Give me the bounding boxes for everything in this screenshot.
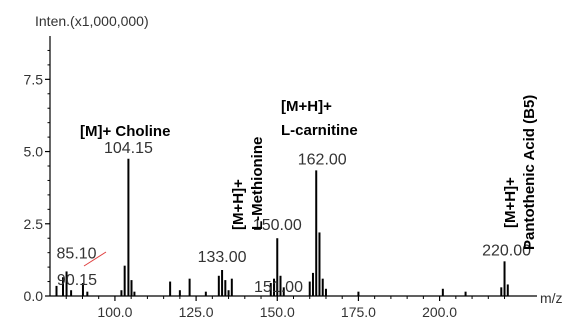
- annotation-carnitine-adduct: [M+H]+: [281, 98, 332, 115]
- y-ticks: 0.0 2.5 5.0 7.5: [24, 49, 50, 304]
- peak-label-pointer: [83, 251, 107, 267]
- x-axis-title: m/z: [540, 290, 563, 306]
- peak-label: 133.00: [198, 249, 247, 266]
- y-tick-label: 7.5: [24, 71, 44, 87]
- peak-label: 104.15: [104, 140, 153, 157]
- x-tick-label: 125.0: [179, 304, 214, 320]
- peak-labels: 104.15 85.10 90.15 133.00 150.00 151.00 162.00…: [57, 140, 532, 296]
- x-ticks: 100.0 125.0 150.0 175.0 200.0: [65, 296, 506, 320]
- y-axis-title: Inten.(x1,000,000): [35, 13, 149, 29]
- x-tick-label: 150.0: [260, 304, 295, 320]
- annotation-choline: [M]+ Choline: [80, 123, 170, 140]
- peak-label: 162.00: [298, 151, 347, 168]
- annotation-b5-adduct: [M+H]+: [502, 177, 519, 228]
- peak-label: 85.10: [57, 245, 97, 262]
- peak-label: 151.00: [254, 279, 303, 296]
- annotation-b5-name: Pantothenic Acid (B5): [521, 95, 538, 250]
- annotation-carnitine-name: L-carnitine: [281, 122, 358, 139]
- y-tick-label: 2.5: [24, 216, 44, 232]
- y-tick-label: 5.0: [24, 144, 44, 160]
- annotation-methionine-adduct: [M+H]+: [230, 179, 247, 230]
- y-tick-label: 0.0: [24, 288, 44, 304]
- peak-label: 150.00: [253, 217, 302, 234]
- x-tick-label: 200.0: [422, 304, 457, 320]
- peak-label: 220.00: [482, 242, 531, 259]
- peak-label: 90.15: [57, 272, 97, 289]
- x-tick-label: 100.0: [97, 304, 132, 320]
- peaks: [55, 158, 509, 296]
- annotation-methionine-name: L-Methionine: [249, 137, 266, 230]
- x-tick-label: 175.0: [341, 304, 376, 320]
